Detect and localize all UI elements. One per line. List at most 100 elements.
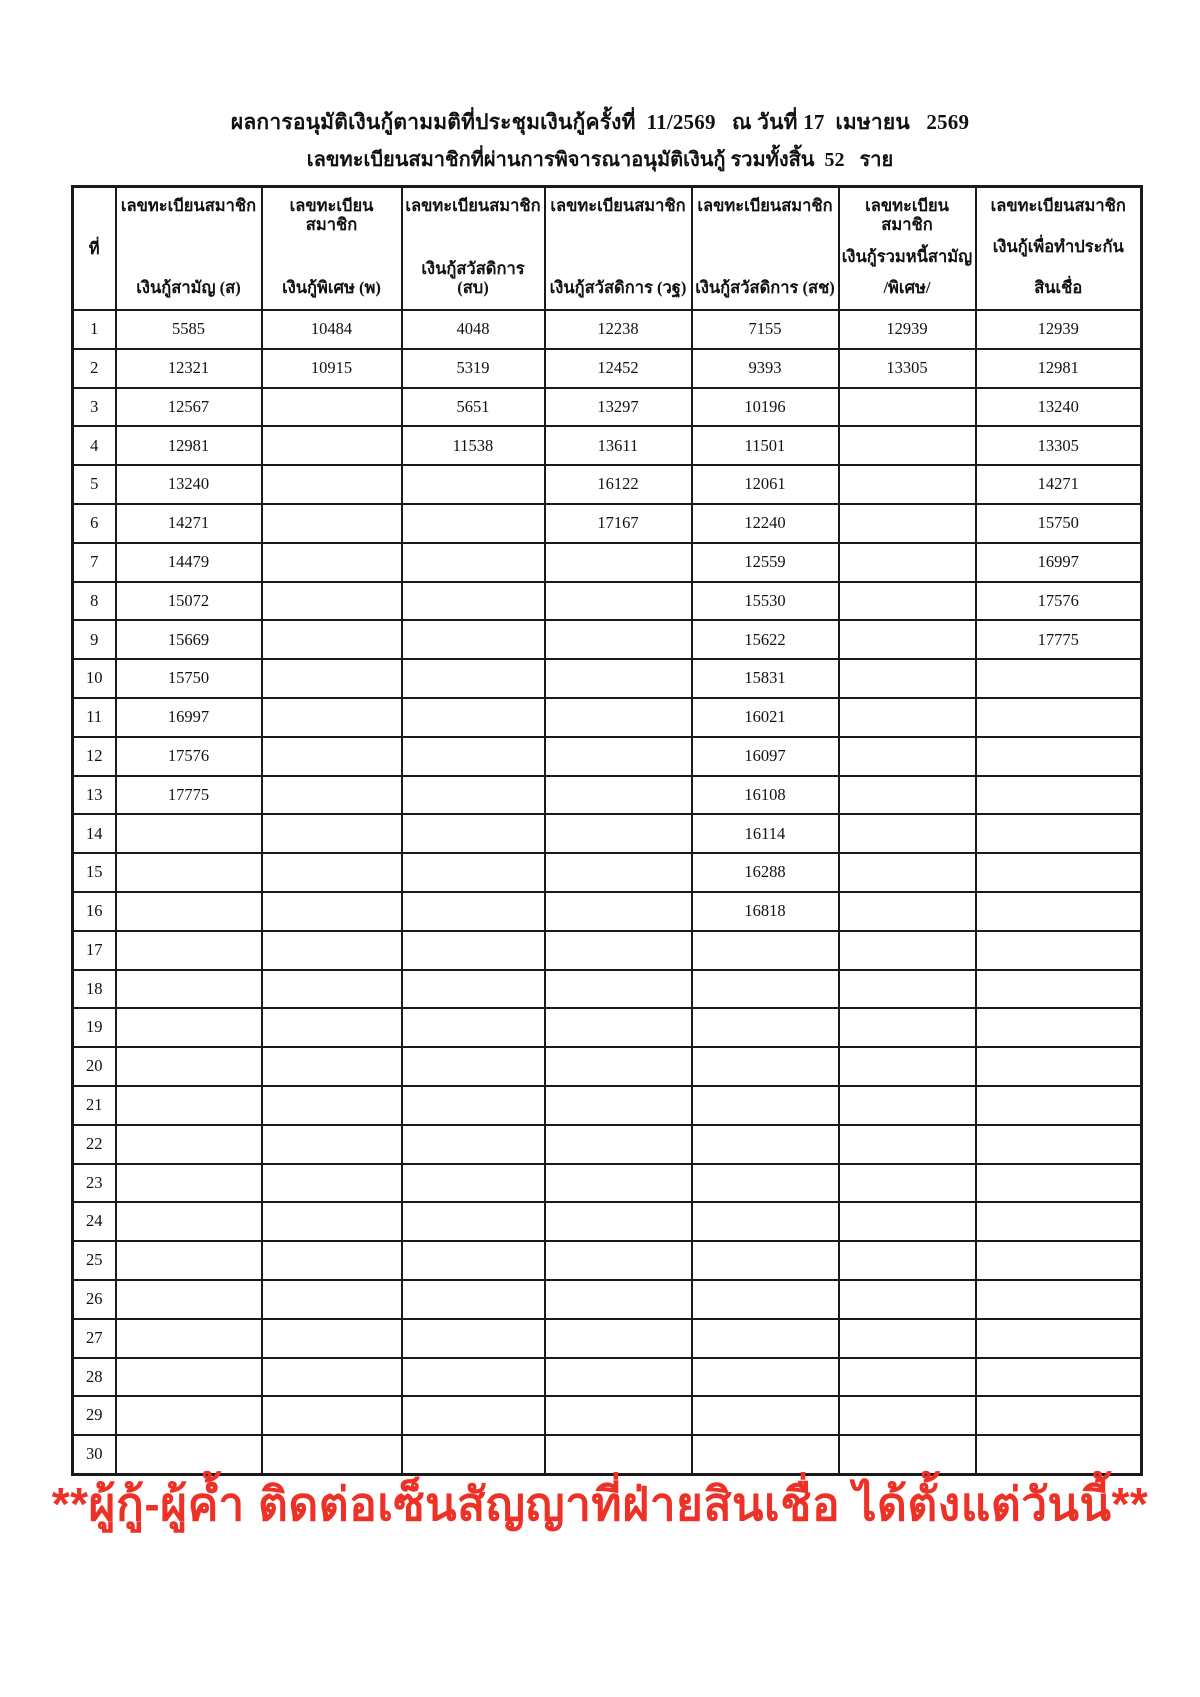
member-number-cell xyxy=(690,1084,840,1126)
member-number-cell: 10196 xyxy=(690,386,840,428)
member-number-cell: 12321 xyxy=(114,347,263,389)
member-number-cell xyxy=(690,1007,840,1049)
member-number-cell: 12452 xyxy=(543,347,693,389)
member-number-cell xyxy=(837,1007,977,1049)
member-number-cell xyxy=(114,1123,263,1165)
member-number-cell xyxy=(543,852,693,893)
member-number-cell: 12981 xyxy=(114,425,263,467)
member-number-cell xyxy=(543,541,693,583)
member-number-cell: 13297 xyxy=(543,386,693,428)
member-number-cell xyxy=(260,929,403,971)
member-number-cell: 15750 xyxy=(114,658,263,699)
member-number-cell: 12939 xyxy=(837,309,977,350)
member-number-cell: 16122 xyxy=(543,464,693,505)
member-number-cell xyxy=(400,968,546,1010)
member-number-cell xyxy=(690,1046,840,1087)
member-number-cell xyxy=(400,1162,546,1204)
member-number-cell xyxy=(690,1434,840,1476)
row-number-cell: 20 xyxy=(71,1046,117,1087)
member-number-cell: 5585 xyxy=(114,309,263,350)
member-number-cell xyxy=(400,813,546,855)
member-number-cell xyxy=(690,1201,840,1243)
member-number-cell xyxy=(837,1434,977,1476)
table-row: 20 xyxy=(71,1046,1143,1087)
member-number-cell xyxy=(260,541,403,583)
member-number-cell xyxy=(400,619,546,661)
member-number-cell xyxy=(837,541,977,583)
member-number-cell xyxy=(837,929,977,971)
header-line: เงินกู้สวัสดิการ (สบ) xyxy=(421,259,525,298)
member-number-cell: 16288 xyxy=(690,852,840,893)
member-number-cell xyxy=(260,1395,403,1437)
member-number-cell xyxy=(400,890,546,932)
member-number-cell xyxy=(400,1317,546,1359)
member-number-cell xyxy=(260,619,403,661)
member-number-cell xyxy=(837,852,977,893)
member-number-cell xyxy=(260,386,403,428)
column-header-debt-consolidation-loan: เลขทะเบียนสมาชิก เงินกู้รวมหนี้สามัญ /พิ… xyxy=(837,185,977,311)
column-header-ordinary-loan: เลขทะเบียนสมาชิก เงินกู้สามัญ (ส) xyxy=(114,185,263,311)
column-header-credit-insurance-loan: เลขทะเบียนสมาชิก เงินกู้เพื่อทำประกัน สิ… xyxy=(974,185,1143,311)
member-number-cell xyxy=(837,1240,977,1281)
member-number-cell xyxy=(400,774,546,816)
table-row: 21 xyxy=(71,1084,1143,1126)
member-number-cell: 13305 xyxy=(837,347,977,389)
member-number-cell: 17167 xyxy=(543,502,693,544)
member-number-cell xyxy=(837,1123,977,1165)
member-number-cell xyxy=(837,658,977,699)
member-number-cell xyxy=(400,1434,546,1476)
member-number-cell xyxy=(114,1162,263,1204)
row-number-cell: 25 xyxy=(71,1240,117,1281)
member-number-cell xyxy=(260,502,403,544)
member-number-cell xyxy=(543,580,693,622)
member-number-cell xyxy=(974,658,1143,699)
table-row: 27 xyxy=(71,1317,1143,1359)
row-number-cell: 13 xyxy=(71,774,117,816)
member-number-cell xyxy=(837,1162,977,1204)
member-number-cell: 16818 xyxy=(690,890,840,932)
member-number-cell xyxy=(690,1317,840,1359)
member-number-cell xyxy=(260,1162,403,1204)
member-number-cell xyxy=(400,1278,546,1320)
row-number-cell: 24 xyxy=(71,1201,117,1243)
member-number-cell xyxy=(837,735,977,777)
row-number-cell: 8 xyxy=(71,580,117,622)
member-number-cell: 12238 xyxy=(543,309,693,350)
header-line: เงินกู้พิเศษ (พ) xyxy=(282,278,381,298)
header-line: เลขทะเบียนสมาชิก xyxy=(289,196,374,234)
table-row: 7 14479 12559 16997 xyxy=(71,541,1143,583)
member-number-cell xyxy=(260,813,403,855)
member-number-cell xyxy=(974,1084,1143,1126)
member-number-cell xyxy=(400,1395,546,1437)
member-number-cell xyxy=(974,1434,1143,1476)
member-number-cell: 16108 xyxy=(690,774,840,816)
member-number-cell xyxy=(543,1084,693,1126)
member-number-cell: 10915 xyxy=(260,347,403,389)
member-number-cell: 17576 xyxy=(114,735,263,777)
member-number-cell xyxy=(543,1162,693,1204)
member-number-cell xyxy=(260,1317,403,1359)
member-number-cell: 13240 xyxy=(974,386,1143,428)
member-number-cell xyxy=(114,1434,263,1476)
header-line: เงินกู้สวัสดิการ (สช) xyxy=(695,278,835,298)
member-number-cell: 13240 xyxy=(114,464,263,505)
member-number-cell xyxy=(690,1278,840,1320)
member-number-cell xyxy=(260,1046,403,1087)
member-number-cell xyxy=(543,929,693,971)
member-number-cell xyxy=(974,1123,1143,1165)
member-number-cell xyxy=(114,1356,263,1398)
member-number-cell xyxy=(837,425,977,467)
row-number-cell: 19 xyxy=(71,1007,117,1049)
footer-notice: **ผู้กู้-ผู้ค้ำ ติดต่อเซ็นสัญญาที่ฝ่ายสิ… xyxy=(51,1478,1149,1530)
member-number-cell: 16097 xyxy=(690,735,840,777)
column-header-special-loan: เลขทะเบียนสมาชิก เงินกู้พิเศษ (พ) xyxy=(260,185,403,311)
member-number-cell xyxy=(260,1240,403,1281)
member-number-cell: 15750 xyxy=(974,502,1143,544)
header-line: เลขทะเบียนสมาชิก xyxy=(697,196,833,215)
member-number-cell: 15622 xyxy=(690,619,840,661)
member-number-cell xyxy=(260,735,403,777)
row-number-cell: 23 xyxy=(71,1162,117,1204)
header-line: เลขทะเบียนสมาชิก xyxy=(550,196,686,215)
member-number-cell xyxy=(543,1278,693,1320)
